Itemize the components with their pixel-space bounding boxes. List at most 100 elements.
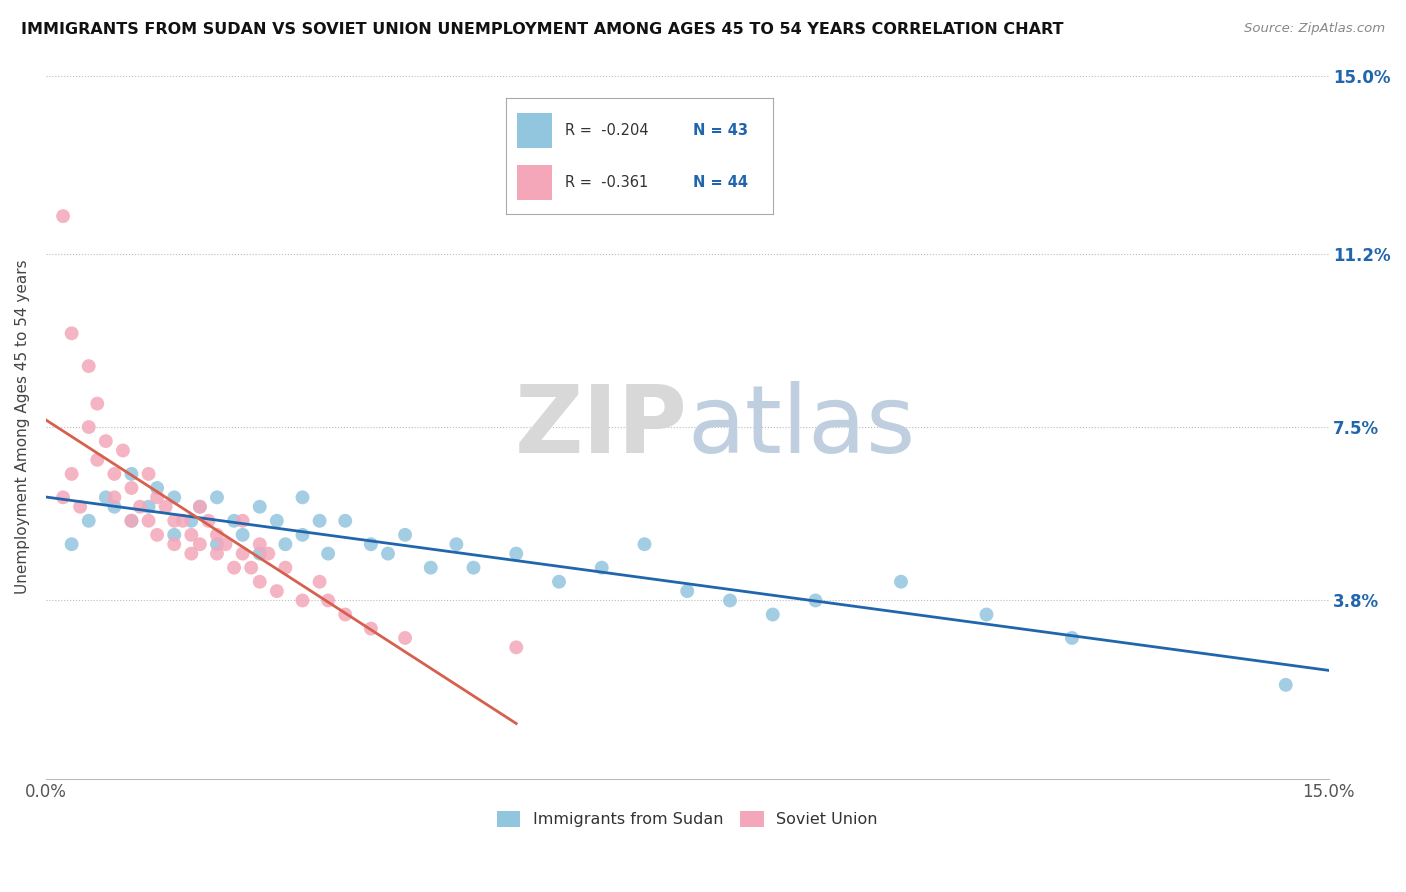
Text: IMMIGRANTS FROM SUDAN VS SOVIET UNION UNEMPLOYMENT AMONG AGES 45 TO 54 YEARS COR: IMMIGRANTS FROM SUDAN VS SOVIET UNION UN… xyxy=(21,22,1063,37)
Point xyxy=(548,574,571,589)
Point xyxy=(394,631,416,645)
Text: R =  -0.361: R = -0.361 xyxy=(565,175,648,190)
Legend: Immigrants from Sudan, Soviet Union: Immigrants from Sudan, Soviet Union xyxy=(491,805,884,834)
Point xyxy=(60,537,83,551)
Point xyxy=(360,622,382,636)
Point xyxy=(103,491,125,505)
Point xyxy=(222,560,245,574)
Text: R =  -0.204: R = -0.204 xyxy=(565,123,648,138)
Point xyxy=(146,481,169,495)
Point xyxy=(60,326,83,341)
Point xyxy=(180,547,202,561)
Point xyxy=(308,574,330,589)
Point xyxy=(197,514,219,528)
Point xyxy=(205,547,228,561)
Point xyxy=(335,607,357,622)
Point xyxy=(676,584,699,599)
Point xyxy=(52,209,75,223)
Point xyxy=(232,528,254,542)
Point xyxy=(86,453,108,467)
Point xyxy=(188,537,211,551)
Point xyxy=(77,420,100,434)
Point xyxy=(394,528,416,542)
Point xyxy=(94,434,117,449)
Point xyxy=(205,491,228,505)
Point xyxy=(762,607,785,622)
Point xyxy=(274,560,297,574)
Point xyxy=(505,547,527,561)
Point xyxy=(60,467,83,481)
Point xyxy=(86,396,108,410)
Point xyxy=(266,514,288,528)
Point xyxy=(232,547,254,561)
Point xyxy=(138,467,160,481)
Point xyxy=(463,560,485,574)
Point xyxy=(1274,678,1296,692)
Point xyxy=(172,514,194,528)
Point xyxy=(52,491,75,505)
Point xyxy=(121,481,143,495)
Point xyxy=(274,537,297,551)
Point xyxy=(316,547,339,561)
Text: N = 43: N = 43 xyxy=(693,123,748,138)
Text: Source: ZipAtlas.com: Source: ZipAtlas.com xyxy=(1244,22,1385,36)
Point xyxy=(138,514,160,528)
Point xyxy=(146,491,169,505)
Point xyxy=(77,359,100,373)
Point xyxy=(249,537,271,551)
Point xyxy=(163,514,186,528)
Point xyxy=(249,500,271,514)
Point xyxy=(205,528,228,542)
Point xyxy=(214,537,236,551)
Point xyxy=(249,547,271,561)
Point xyxy=(180,514,202,528)
Point xyxy=(163,491,186,505)
Point xyxy=(291,491,314,505)
Point xyxy=(232,514,254,528)
Point xyxy=(163,537,186,551)
Y-axis label: Unemployment Among Ages 45 to 54 years: Unemployment Among Ages 45 to 54 years xyxy=(15,260,30,594)
Point xyxy=(335,514,357,528)
Point xyxy=(138,500,160,514)
Point xyxy=(633,537,655,551)
Point xyxy=(976,607,998,622)
Point xyxy=(77,514,100,528)
Point xyxy=(155,500,177,514)
Text: N = 44: N = 44 xyxy=(693,175,748,190)
Point xyxy=(591,560,613,574)
Point xyxy=(94,491,117,505)
Point xyxy=(240,560,263,574)
Point xyxy=(69,500,91,514)
Point xyxy=(718,593,741,607)
Point xyxy=(291,593,314,607)
Point xyxy=(121,467,143,481)
Point xyxy=(222,514,245,528)
Point xyxy=(360,537,382,551)
Point xyxy=(446,537,468,551)
Point xyxy=(111,443,134,458)
Point xyxy=(146,528,169,542)
Point xyxy=(180,528,202,542)
Point xyxy=(257,547,280,561)
Point xyxy=(1060,631,1083,645)
Bar xyxy=(517,113,551,148)
Point xyxy=(205,537,228,551)
Point xyxy=(377,547,399,561)
Point xyxy=(121,514,143,528)
Point xyxy=(316,593,339,607)
Text: ZIP: ZIP xyxy=(515,381,688,473)
Point xyxy=(103,467,125,481)
Point xyxy=(890,574,912,589)
Point xyxy=(249,574,271,589)
Point xyxy=(103,500,125,514)
Point xyxy=(505,640,527,655)
Bar xyxy=(517,165,551,200)
Point xyxy=(266,584,288,599)
Point xyxy=(163,528,186,542)
Point xyxy=(188,500,211,514)
Point xyxy=(419,560,441,574)
Point xyxy=(291,528,314,542)
Point xyxy=(129,500,152,514)
Point xyxy=(121,514,143,528)
Text: atlas: atlas xyxy=(688,381,915,473)
